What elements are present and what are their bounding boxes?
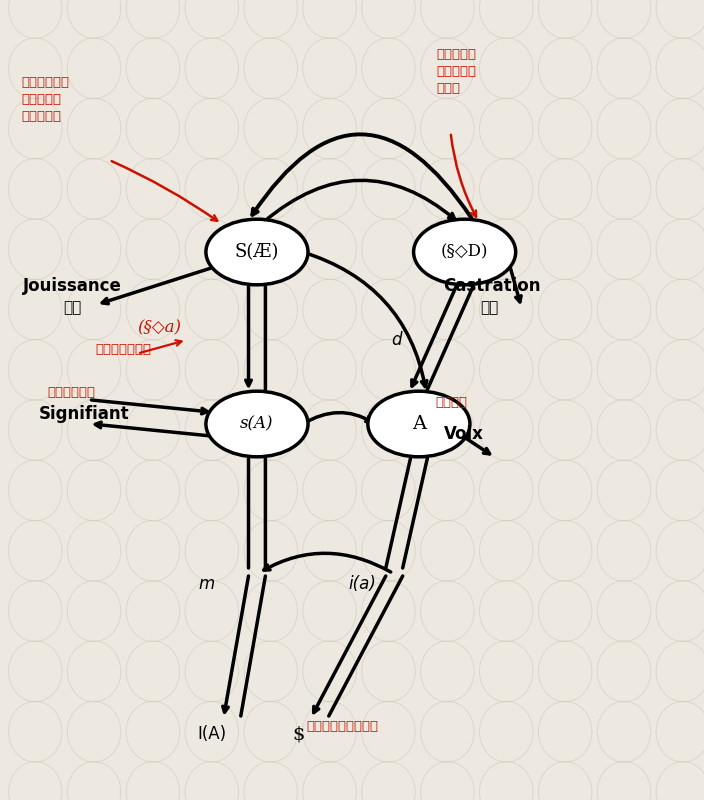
Ellipse shape — [367, 391, 470, 457]
Text: Voix: Voix — [444, 426, 484, 443]
Text: s(A): s(A) — [240, 415, 274, 433]
Text: $: $ — [292, 726, 305, 743]
Text: 「本能」と
呼ばれるマ
テーム: 「本能」と 呼ばれるマ テーム — [436, 48, 477, 95]
Text: Jouissance: Jouissance — [23, 277, 121, 294]
Text: Signifiant: Signifiant — [39, 405, 130, 422]
Text: (§◇a): (§◇a) — [137, 319, 182, 337]
Text: シニフィアン: シニフィアン — [48, 386, 96, 398]
Ellipse shape — [206, 391, 308, 457]
Ellipse shape — [206, 219, 308, 285]
Text: 〈他者〉: 〈他者〉 — [435, 396, 467, 409]
Text: m: m — [199, 575, 215, 593]
Ellipse shape — [414, 219, 516, 285]
Text: i(a): i(a) — [348, 575, 377, 593]
Text: 「根源的幻想」: 「根源的幻想」 — [95, 343, 151, 356]
Text: S(Æ): S(Æ) — [234, 243, 279, 261]
Text: 享楽: 享楽 — [63, 301, 82, 315]
Text: (§◇D): (§◇D) — [441, 243, 489, 261]
Text: d: d — [391, 331, 402, 349]
Text: 去勢: 去勢 — [480, 301, 498, 315]
Text: 〈他者〉のな
かの欠如シ
ニフィアン: 〈他者〉のな かの欠如シ ニフィアン — [21, 76, 69, 123]
Text: Castration: Castration — [444, 277, 541, 294]
Text: 斜線を引かれた主体: 斜線を引かれた主体 — [306, 720, 378, 733]
Text: I(A): I(A) — [197, 726, 226, 743]
Text: A: A — [412, 415, 426, 433]
